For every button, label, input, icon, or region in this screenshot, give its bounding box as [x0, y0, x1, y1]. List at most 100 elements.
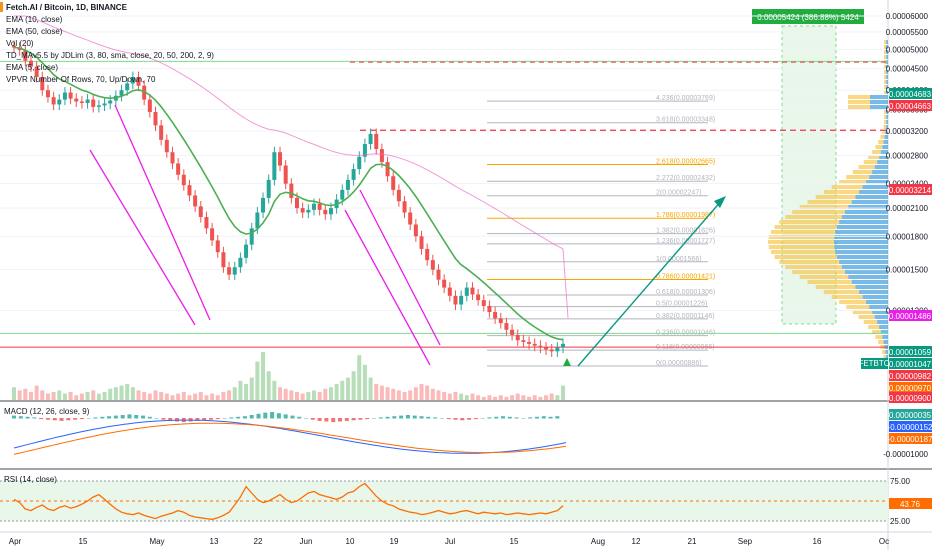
candle-body-33: [198, 206, 203, 218]
price-tick-1: 0.00005500: [886, 28, 929, 37]
time-tick-7: 19: [390, 537, 399, 546]
vp-down-38: [835, 230, 888, 234]
volume-bar-21: [130, 387, 135, 400]
trend-channels[interactable]: [89, 104, 441, 366]
volume-bar-46: [272, 380, 277, 400]
candle-body-43: [255, 212, 260, 229]
macd-pane-bg[interactable]: [0, 402, 888, 468]
volume-bar-62: [362, 364, 367, 400]
volume-bar-61: [357, 355, 362, 400]
candle-body-72: [419, 236, 424, 249]
chart-title[interactable]: Fetch.AI / Bitcoin, 1D, BINANCE: [6, 3, 128, 12]
fib-label-4: 2(0.00002247): [656, 190, 702, 197]
volume-bar-6: [45, 393, 50, 400]
candle-body-34: [204, 217, 209, 229]
vp-up-36: [779, 220, 840, 224]
candle-body-49: [289, 183, 294, 198]
price-tag-3: 0.00001486: [889, 312, 932, 321]
candle-body-62: [362, 144, 367, 157]
candle-body-63: [368, 133, 373, 145]
macd-hist-66: [460, 418, 465, 421]
candle-body-75: [436, 269, 441, 280]
macd-hist-50: [351, 418, 356, 421]
volume-bar-2: [23, 388, 28, 400]
macd-hist-59: [412, 415, 417, 419]
macd-hist-57: [399, 415, 404, 419]
candle-body-94: [544, 347, 549, 350]
candle-body-13: [85, 99, 90, 103]
legend-td[interactable]: TD_MAv5.5 by JDLim (3, 80, sma, close, 2…: [6, 51, 214, 60]
horizontal-levels[interactable]: [0, 60, 888, 348]
vp-down-46: [844, 270, 888, 274]
rsi-title[interactable]: RSI (14, close): [4, 475, 57, 484]
legend-vpvr[interactable]: VPVR Number Of Rows, 70, Up/Down, 70: [6, 75, 156, 84]
projection-box[interactable]: [781, 25, 837, 325]
macd-hist-43: [304, 418, 309, 419]
volume-bar-95: [549, 393, 554, 400]
symbol-logo-icon: [0, 2, 3, 12]
macd-hist-12: [93, 417, 98, 419]
volume-bar-13: [85, 392, 90, 400]
macd-hist-19: [141, 415, 146, 419]
vp-down-54: [872, 310, 888, 314]
volume-bar-42: [249, 377, 254, 400]
volume-bar-5: [40, 390, 45, 400]
candle-body-40: [238, 257, 243, 268]
volume-bar-83: [481, 396, 486, 400]
macd-hist-63: [439, 418, 444, 419]
macd-tag-1: -0.00000152: [888, 423, 932, 432]
macd-tag-bg-2: [889, 433, 932, 444]
price-axis-bg[interactable]: [888, 0, 932, 550]
vp-up-50: [823, 290, 860, 294]
vp-up-43: [774, 255, 837, 259]
macd-hist-76: [528, 417, 533, 419]
volume-bar-79: [459, 393, 464, 400]
time-tick-4: 22: [254, 537, 263, 546]
projection-arrow[interactable]: [563, 196, 726, 367]
vp-up-9: [884, 85, 887, 89]
volume-bar-76: [442, 392, 447, 400]
price-tags: 0.00004683 0.00004663 0.00003214 0.00001486…: [858, 88, 932, 509]
candle-body-9: [62, 92, 67, 100]
candle-body-21: [130, 76, 135, 84]
price-tag-bg-8: [889, 392, 932, 403]
volume-bar-80: [464, 395, 469, 400]
price-tag-bg-2: [889, 184, 932, 195]
macd-hist-71: [494, 416, 499, 419]
macd-hist-75: [521, 418, 526, 419]
candle-body-28: [170, 152, 175, 164]
price-tag-4: 0.00001059: [889, 348, 932, 357]
vp-up-40: [768, 240, 834, 244]
price-pane-bg[interactable]: [0, 0, 888, 400]
volume-bar-65: [379, 385, 384, 400]
price-tag-8: 0.00000900: [889, 394, 932, 403]
candle-body-0: [12, 45, 16, 48]
vp-up-12: [848, 100, 870, 104]
legend-ema5[interactable]: EMA (5, close): [6, 63, 58, 72]
candle-body-76: [442, 279, 447, 288]
macd-hist-55: [385, 416, 390, 419]
vp-down-37: [836, 225, 888, 229]
time-axis[interactable]: Apr 15 May 13 22 Jun 10 19 Jul 15 Aug 12 21 Sep 16 Oc: [9, 537, 889, 546]
legend-ema50[interactable]: EMA (50, close): [6, 27, 63, 36]
macd-hist-35: [249, 415, 254, 419]
candle-body-41: [244, 244, 249, 258]
fib-label-8: 1(0.00001566): [656, 256, 702, 263]
volume-bar-58: [340, 380, 345, 400]
candle-body-25: [153, 112, 158, 126]
volume-bar-3: [28, 392, 33, 400]
candle-body-77: [447, 287, 452, 296]
vp-down-35: [841, 215, 888, 219]
legend-vol[interactable]: Vol (20): [6, 39, 34, 48]
grid-lines: [0, 15, 888, 311]
macd-hist-73: [507, 416, 512, 419]
candle-body-92: [532, 343, 537, 346]
vp-down-28: [866, 180, 888, 184]
candle-body-4: [34, 66, 39, 77]
candle-body-29: [176, 163, 181, 175]
legend-ema10[interactable]: EMA (10, close): [6, 15, 63, 24]
macd-hist-31: [222, 418, 227, 419]
candle-body-66: [385, 162, 390, 177]
vp-up-42: [770, 250, 836, 254]
macd-title[interactable]: MACD (12, 26, close, 9): [4, 407, 90, 416]
